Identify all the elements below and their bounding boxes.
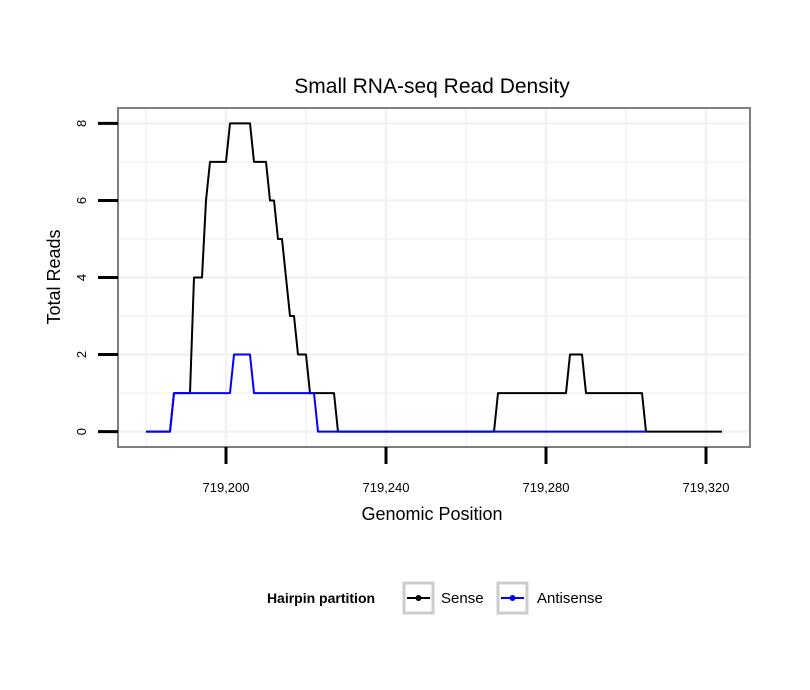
axes: 719,200 719,240 719,280 719,320 0 2 4 6 8 — [74, 120, 730, 495]
x-tick-label: 719,200 — [203, 480, 250, 495]
y-tick-label: 4 — [74, 274, 89, 281]
x-tick-label: 719,280 — [523, 480, 570, 495]
legend-label-antisense: Antisense — [537, 590, 603, 607]
y-tick-label: 2 — [74, 351, 89, 358]
series-line-antisense — [146, 353, 646, 433]
grid-lines — [118, 108, 750, 447]
x-tick-label: 719,240 — [363, 480, 410, 495]
legend-item-sense: Sense — [402, 581, 484, 615]
legend-key-antisense-point — [509, 595, 516, 601]
y-axis-label: Total Reads — [44, 229, 64, 324]
legend-item-antisense: Antisense — [496, 581, 603, 615]
y-tick-label: 0 — [74, 428, 89, 435]
x-tick-label: 719,320 — [683, 480, 730, 495]
chart-title: Small RNA-seq Read Density — [294, 75, 570, 98]
legend-title: Hairpin partition — [267, 590, 375, 606]
series-line-sense — [146, 122, 722, 433]
x-axis-label: Genomic Position — [361, 504, 502, 524]
series-lines — [146, 122, 722, 433]
legend-label-sense: Sense — [441, 590, 484, 607]
legend-key-sense-point — [415, 595, 422, 601]
y-tick-label: 6 — [74, 197, 89, 204]
legend: Hairpin partition Sense Antisense — [267, 581, 603, 615]
y-tick-label: 8 — [74, 120, 89, 127]
